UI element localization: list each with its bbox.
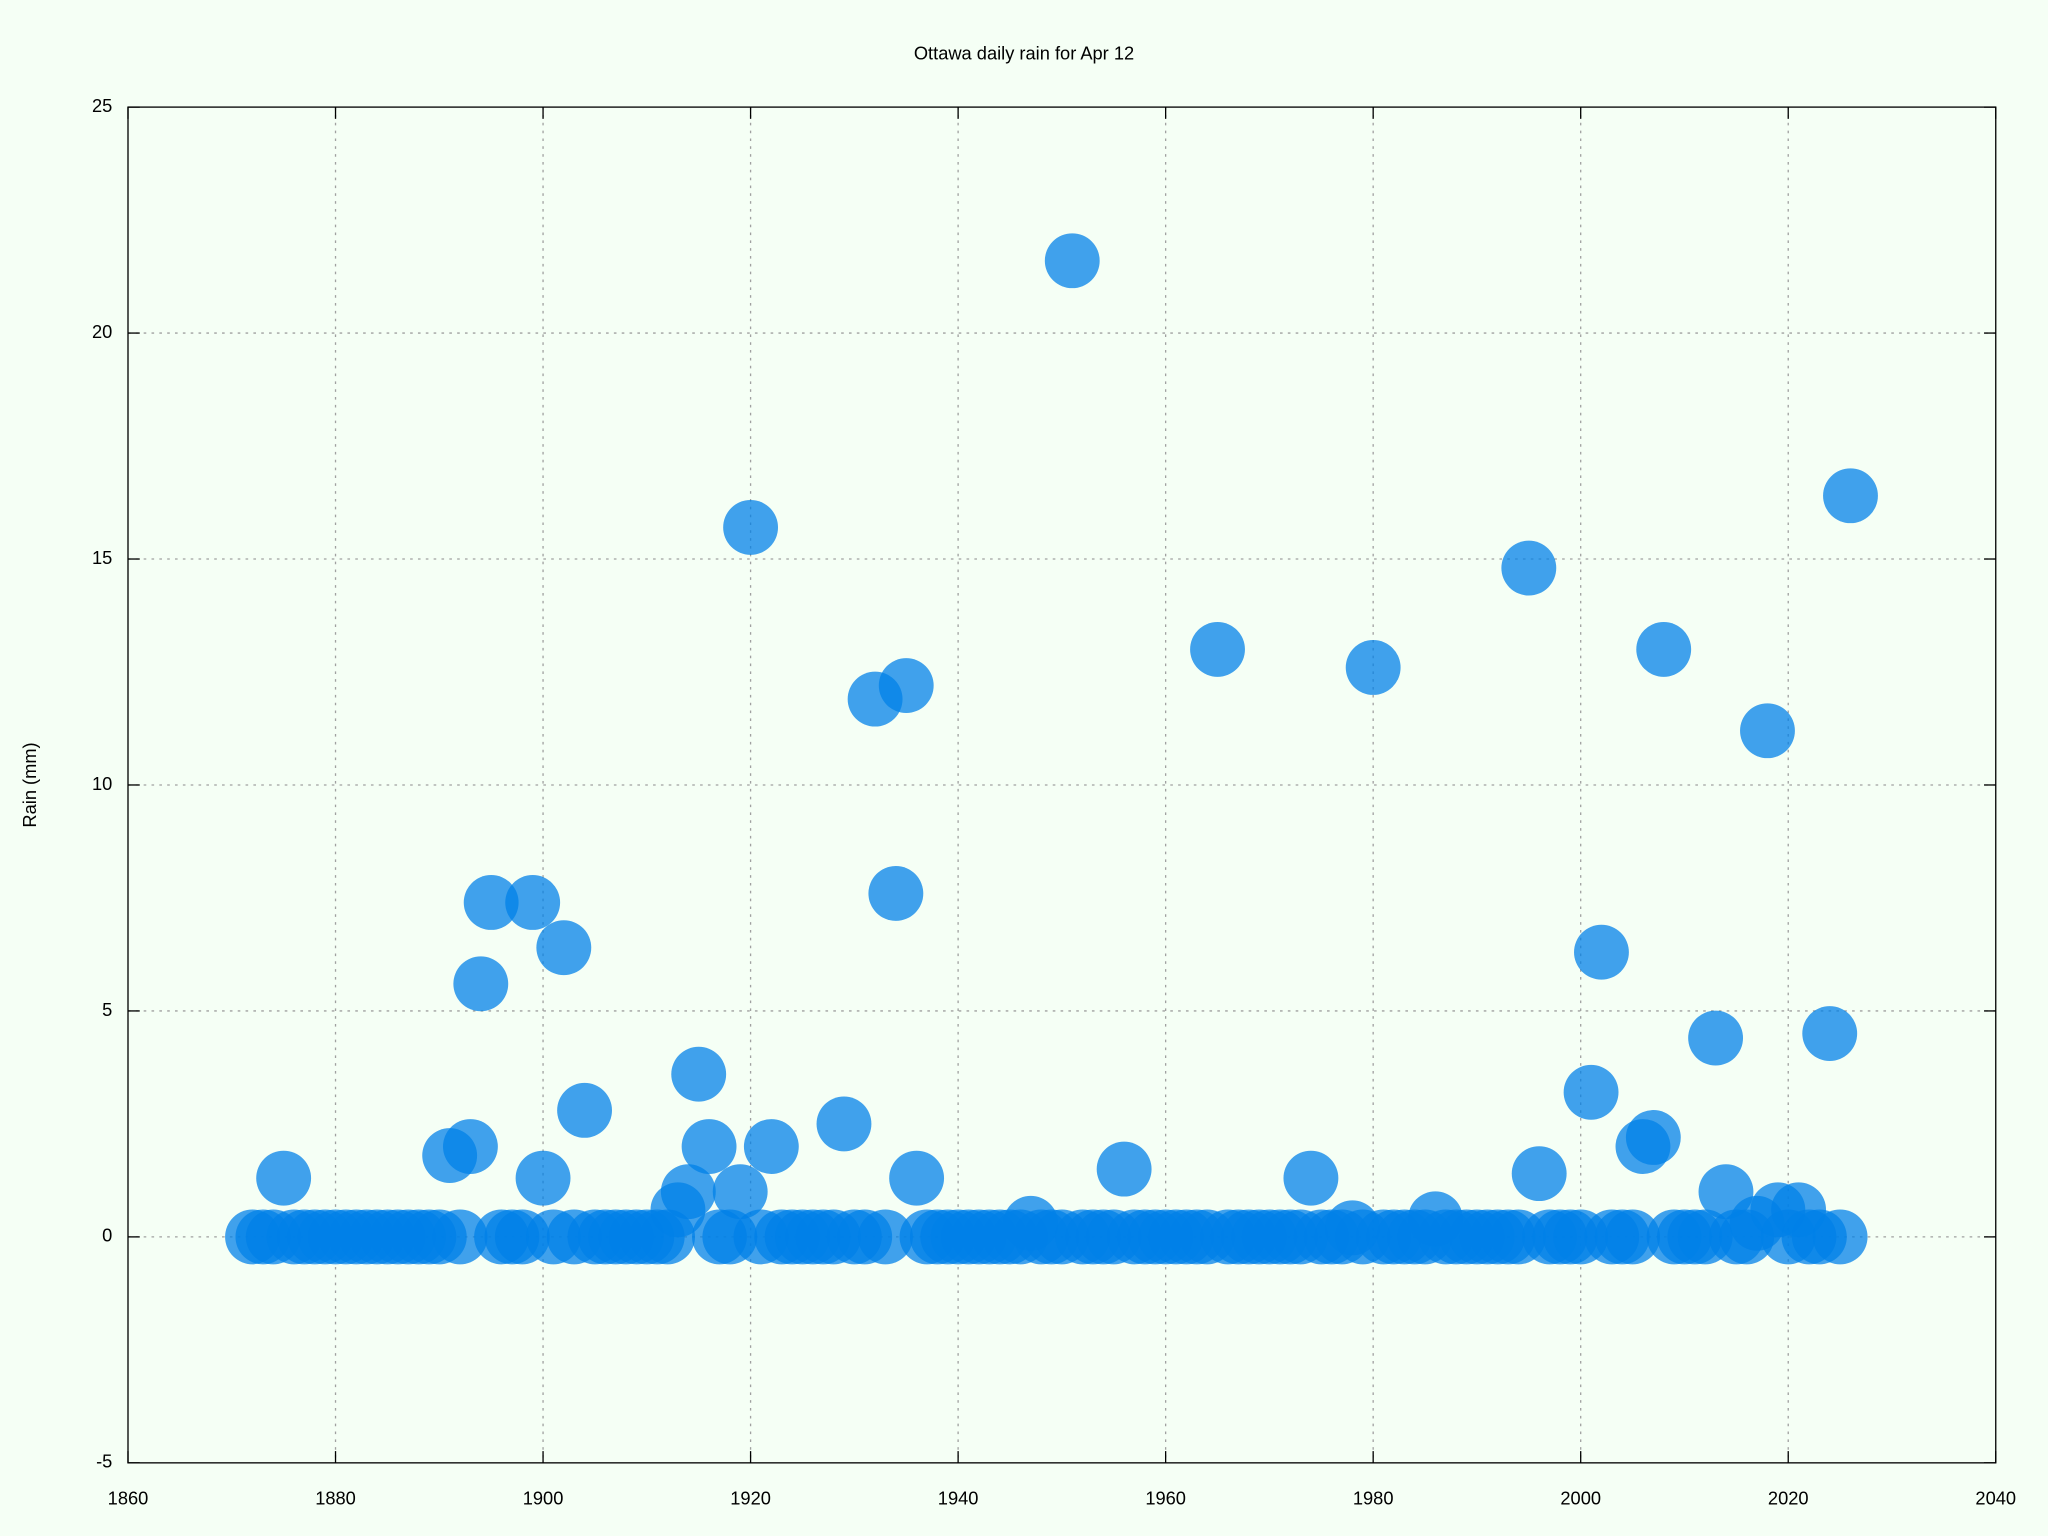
point	[1096, 1141, 1152, 1197]
point	[1501, 540, 1557, 596]
point	[442, 1119, 498, 1174]
point	[712, 1164, 768, 1220]
point	[463, 875, 519, 930]
point	[868, 866, 924, 921]
y-tick-label: 25	[92, 95, 112, 116]
x-tick-label: 2040	[1975, 1487, 2016, 1508]
point	[1688, 1010, 1744, 1066]
point	[505, 875, 561, 930]
y-tick-label: 5	[102, 999, 112, 1020]
point	[1563, 1064, 1619, 1120]
point	[1345, 640, 1401, 695]
point	[557, 1082, 612, 1138]
point	[816, 1096, 872, 1152]
x-tick-label: 1880	[315, 1487, 356, 1508]
point	[1823, 468, 1878, 524]
y-tick-label: 20	[92, 321, 112, 342]
point	[1605, 1209, 1661, 1265]
y-axis-label: Rain (mm)	[19, 742, 40, 827]
point	[743, 1119, 799, 1174]
point	[453, 956, 509, 1012]
x-tick-label: 2020	[1768, 1487, 1809, 1508]
y-tick-label: -5	[96, 1451, 112, 1472]
point	[671, 1046, 727, 1102]
x-tick-label: 1900	[523, 1487, 564, 1508]
x-tick-label: 1940	[938, 1487, 979, 1508]
point	[256, 1150, 312, 1206]
y-tick-label: 15	[92, 547, 112, 568]
x-tick-label: 2000	[1560, 1487, 1601, 1508]
point	[889, 1150, 945, 1206]
point	[1044, 233, 1100, 289]
point	[1625, 1110, 1681, 1165]
y-tick-label: 10	[92, 773, 112, 794]
point	[1812, 1209, 1868, 1265]
x-tick-label: 1960	[1145, 1487, 1186, 1508]
y-tick-label: 0	[102, 1225, 112, 1246]
point	[1190, 621, 1245, 677]
point	[1511, 1146, 1567, 1202]
x-tick-label: 1860	[108, 1487, 149, 1508]
point	[723, 499, 779, 555]
point	[681, 1119, 737, 1174]
point	[515, 1150, 571, 1206]
point	[432, 1209, 488, 1265]
point	[1574, 924, 1629, 980]
point	[1740, 703, 1795, 759]
point	[1283, 1150, 1339, 1206]
chart-title: Ottawa daily rain for Apr 12	[914, 43, 1134, 64]
point	[660, 1164, 716, 1220]
plot-frame	[127, 106, 1997, 1464]
x-tick-label: 1980	[1353, 1487, 1394, 1508]
x-tick-label: 1920	[730, 1487, 771, 1508]
point	[1636, 621, 1692, 677]
point	[878, 658, 934, 713]
point	[536, 920, 592, 976]
point	[1802, 1006, 1858, 1061]
point	[858, 1209, 913, 1265]
